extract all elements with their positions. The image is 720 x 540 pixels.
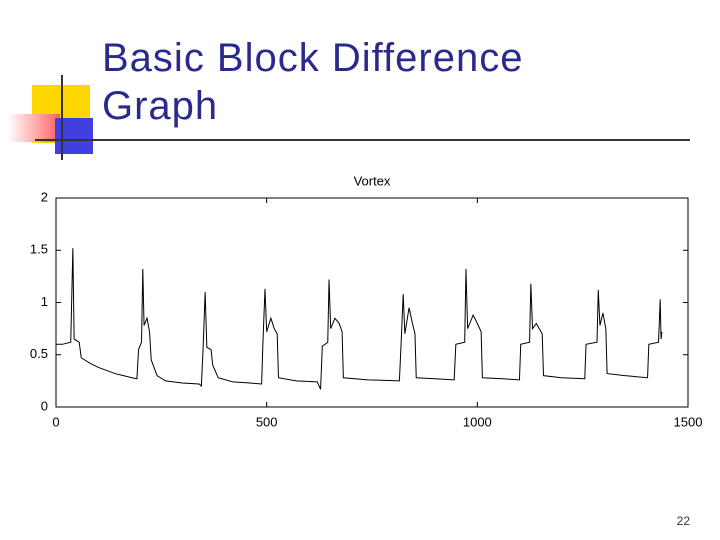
- slide-title: Basic Block Difference Graph: [102, 36, 524, 128]
- deco-hline: [35, 139, 690, 141]
- plot-frame: [55, 197, 689, 408]
- deco-red: [8, 114, 60, 142]
- deco-vline: [61, 75, 63, 160]
- y-tick-label: 0.5: [30, 346, 48, 361]
- x-tick-label: 500: [256, 414, 278, 429]
- y-tick-label: 1.5: [30, 242, 48, 257]
- x-tick-label: 1500: [674, 414, 703, 429]
- x-tick-label: 1000: [463, 414, 492, 429]
- y-tick-label: 1: [41, 294, 48, 309]
- page-number: 22: [676, 514, 690, 528]
- x-tick-label: 0: [52, 414, 59, 429]
- y-tick-label: 2: [41, 189, 48, 204]
- data-line: [56, 248, 663, 390]
- y-tick-label: 0: [41, 398, 48, 413]
- chart-title: Vortex: [354, 173, 391, 188]
